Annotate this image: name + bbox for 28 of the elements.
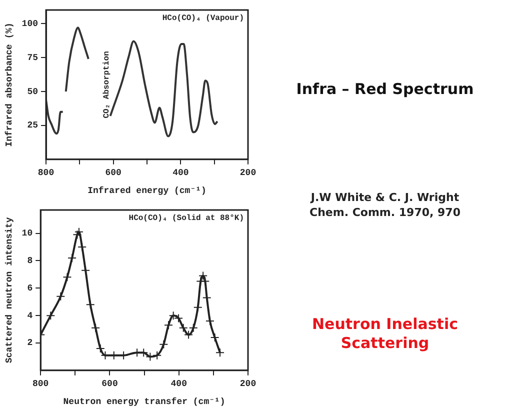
x-tick-label: 600 xyxy=(102,379,118,390)
y-tick-label: 8 xyxy=(27,256,33,266)
text: Chem. Comm. 1970, 970 xyxy=(308,205,462,221)
x-tick-label: 400 xyxy=(172,168,189,178)
x-tick-label: 200 xyxy=(240,379,256,390)
x-tick-label: 800 xyxy=(38,168,54,178)
y-tick-label: 6 xyxy=(27,283,33,294)
y-tick-label: 25 xyxy=(27,120,38,131)
y-tick-label: 4 xyxy=(27,310,34,321)
x-tick-label: 200 xyxy=(240,168,256,178)
annotation: CO₂ Absorption xyxy=(102,50,112,118)
text: Neutron Inelastic Scattering xyxy=(310,315,459,353)
x-tick-label: 400 xyxy=(170,379,187,390)
y-tick-label: 100 xyxy=(22,18,38,29)
y-tick-label: 10 xyxy=(22,228,33,239)
y-tick-label: 50 xyxy=(27,86,38,97)
text: HCo(CO)₄ (Solid at 88°K) xyxy=(128,214,244,224)
x-axis-title: Infrared energy (cm⁻¹) xyxy=(88,186,206,196)
text: Infra – Red Spectrum xyxy=(295,80,475,99)
y-axis-title: Scattered neutron intensity xyxy=(4,216,15,364)
y-tick-label: 75 xyxy=(27,52,38,63)
text: J.W White & C. J. Wright xyxy=(309,190,460,206)
text: HCo(CO)₄ (Vapour) xyxy=(162,14,244,24)
x-tick-label: 800 xyxy=(32,379,49,390)
y-axis-title: Infrared absorbance (%) xyxy=(4,22,15,147)
x-axis-title: Neutron energy transfer (cm⁻¹) xyxy=(63,396,226,407)
x-tick-label: 600 xyxy=(105,168,122,178)
y-tick-label: 2 xyxy=(27,338,33,348)
